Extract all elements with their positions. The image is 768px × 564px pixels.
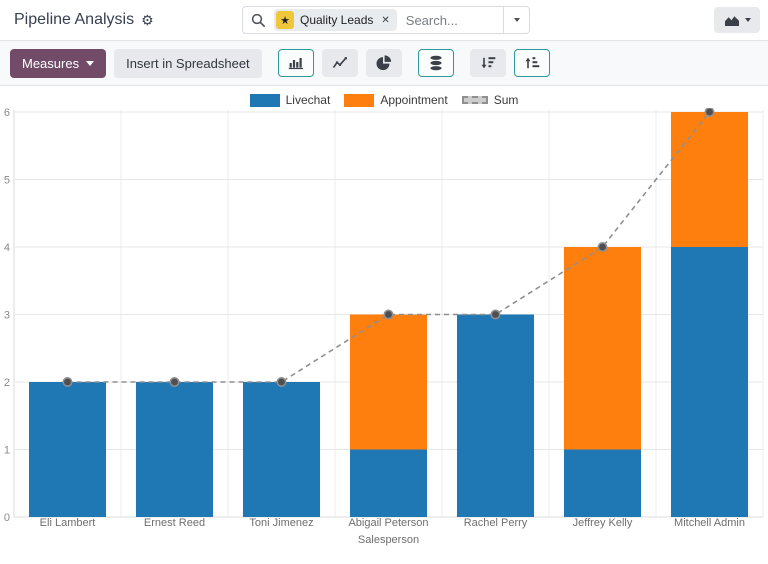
x-axis-label: Rachel Perry [464,517,528,529]
legend-item-appointment[interactable]: Appointment [344,93,447,107]
sum-point[interactable] [598,243,606,251]
legend-label: Livechat [286,93,331,107]
measures-button[interactable]: Measures [10,49,106,78]
sum-point[interactable] [491,310,499,318]
area-chart-icon [724,14,740,27]
sum-point[interactable] [705,108,713,116]
legend-label: Sum [494,93,519,107]
bar-segment-appointment[interactable] [564,247,641,450]
x-axis-label: Mitchell Admin [674,517,745,529]
chevron-down-icon [86,61,94,66]
sort-ascending-icon [524,56,540,70]
y-axis-tick-label: 6 [4,108,10,119]
bar-segment-livechat[interactable] [564,450,641,518]
facet-remove-icon[interactable]: ✕ [379,15,389,26]
sort-descending-icon [480,56,496,70]
favorite-star-icon: ★ [276,11,294,29]
bar-segment-livechat[interactable] [243,382,320,517]
line-chart-mode-button[interactable] [322,49,358,77]
x-axis-label: Ernest Reed [144,517,205,529]
legend-swatch [250,94,280,107]
legend-label: Appointment [380,93,447,107]
sort-ascending-button[interactable] [514,49,550,77]
gear-icon[interactable]: ⚙ [141,13,154,27]
x-axis-label: Jeffrey Kelly [573,517,633,529]
bar-segment-livechat[interactable] [457,315,534,518]
x-axis-label: Eli Lambert [40,517,96,529]
y-axis-tick-label: 4 [4,242,10,254]
legend-swatch [462,96,488,104]
bar-segment-livechat[interactable] [350,450,427,518]
line-chart-icon [332,56,348,70]
top-bar: Pipeline Analysis ⚙ ★ Quality Leads ✕ Se… [0,0,768,40]
bar-segment-livechat[interactable] [136,382,213,517]
facet-label: Quality Leads [300,13,373,27]
control-panel: Measures Insert in Spreadsheet [0,40,768,86]
pipeline-analysis-app: Pipeline Analysis ⚙ ★ Quality Leads ✕ Se… [0,0,768,564]
bar-chart-icon [288,56,304,70]
bar-segment-appointment[interactable] [671,112,748,247]
filter-facet[interactable]: ★ Quality Leads ✕ [274,9,397,31]
sum-point[interactable] [384,310,392,318]
pipeline-chart: 0 1 2 3 4 5 6 Eli Lambert Ernest Reed Toni Jimene… [0,108,768,564]
chart-container: Livechat Appointment Sum 0 1 2 3 4 5 6 Eli Lamber… [0,86,768,564]
legend-item-livechat[interactable]: Livechat [250,93,331,107]
x-axis-title: Salesperson [358,534,419,546]
search-input[interactable]: Search... [406,13,503,28]
x-axis-label: Toni Jimenez [249,517,313,529]
stacked-database-icon [428,55,444,71]
y-axis-tick-label: 2 [4,377,10,389]
legend-item-sum[interactable]: Sum [462,93,519,107]
page-title: Pipeline Analysis [14,11,134,29]
y-axis-tick-label: 3 [4,310,10,322]
x-axis-label: Abigail Peterson [348,517,428,529]
graph-view-switcher-button[interactable] [714,7,760,33]
y-axis-tick-label: 0 [4,512,10,524]
measures-label: Measures [22,56,79,71]
y-axis-tick-label: 1 [4,445,10,457]
search-dropdown-toggle[interactable] [503,7,529,33]
bar-segment-appointment[interactable] [350,315,427,450]
stacked-toggle-button[interactable] [418,49,454,77]
bar-segment-livechat[interactable] [671,247,748,517]
chart-legend: Livechat Appointment Sum [0,86,768,108]
sort-descending-button[interactable] [470,49,506,77]
bar-segment-livechat[interactable] [29,382,106,517]
insert-in-spreadsheet-button[interactable]: Insert in Spreadsheet [114,49,262,78]
sum-point[interactable] [277,378,285,386]
legend-swatch [344,94,374,107]
y-axis-tick-label: 5 [4,175,10,187]
pie-chart-mode-button[interactable] [366,49,402,77]
pie-chart-icon [375,55,392,71]
search-icon [251,13,266,28]
breadcrumb: Pipeline Analysis ⚙ [14,0,154,40]
chevron-down-icon [745,18,751,22]
sum-point[interactable] [170,378,178,386]
bar-chart-mode-button[interactable] [278,49,314,77]
sum-point[interactable] [63,378,71,386]
search-bar[interactable]: ★ Quality Leads ✕ Search... [242,6,530,34]
